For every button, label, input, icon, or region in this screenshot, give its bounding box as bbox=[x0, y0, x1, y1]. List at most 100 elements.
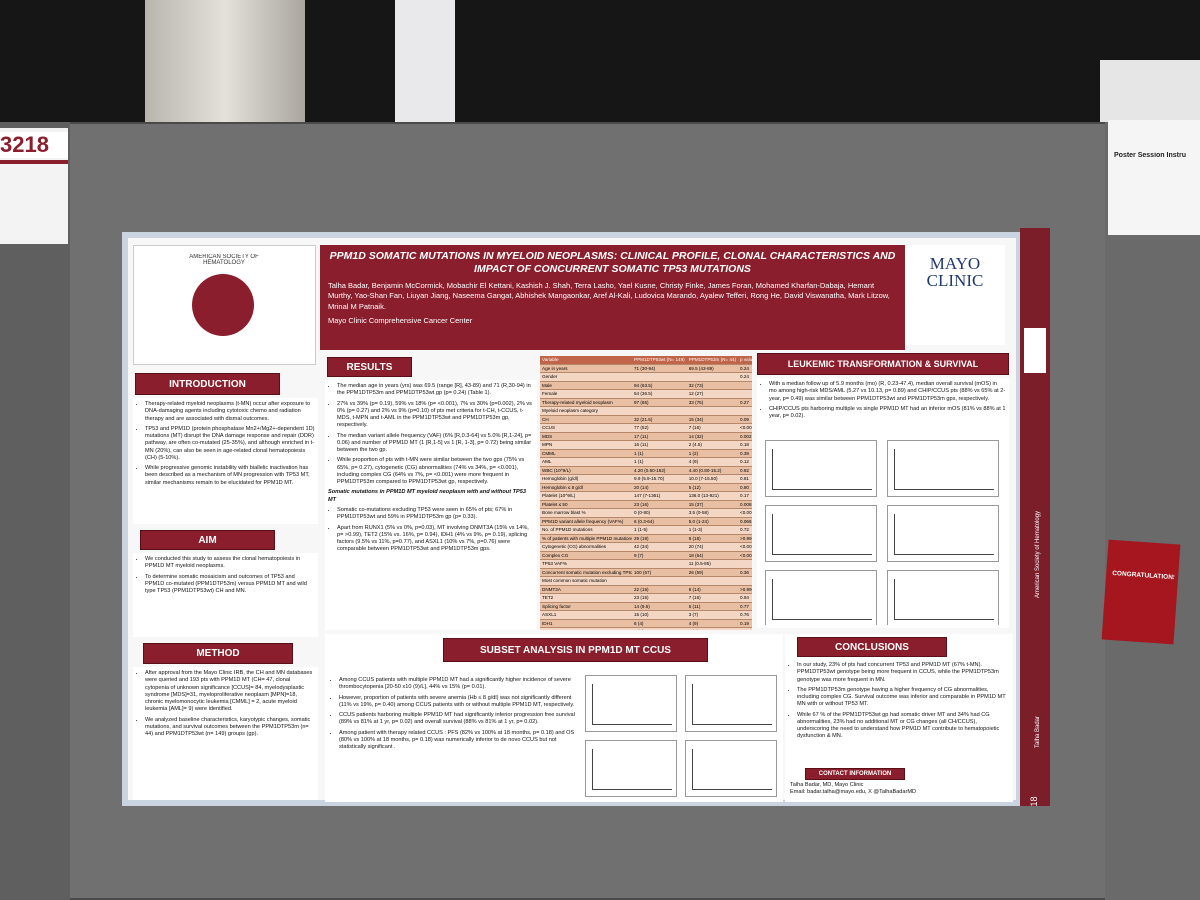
cell: 147 (7-1361) bbox=[632, 491, 687, 501]
title-banner: PPM1D SOMATIC MUTATIONS IN MYELOID NEOPL… bbox=[320, 245, 905, 350]
cell: 23 (16) bbox=[632, 500, 687, 509]
cell: 97 (65) bbox=[632, 398, 687, 407]
cell: Therapy-related myeloid neoplasm bbox=[540, 398, 632, 407]
cell: 0.39 bbox=[738, 449, 752, 458]
section-body: We conducted this study to assess the cl… bbox=[133, 553, 318, 637]
table-row: TET2 23 (15) 7 (16) 0.94 bbox=[540, 593, 752, 603]
society: American Society of Hematology bbox=[1035, 510, 1041, 598]
cell bbox=[632, 576, 687, 586]
cell: 0.80 bbox=[738, 483, 752, 492]
cell: 18 (64) bbox=[686, 551, 739, 560]
cell: 0.24 bbox=[738, 364, 752, 373]
cell: 23 (15) bbox=[632, 593, 687, 603]
cell: Cytogenetic (CG) abnormalities bbox=[540, 542, 632, 552]
cell: 9 (7) bbox=[632, 551, 687, 560]
section-heading: METHOD bbox=[143, 643, 293, 664]
cell: Age in years bbox=[540, 364, 632, 373]
cell: 0.92 bbox=[738, 466, 752, 475]
cell: 0.72 bbox=[738, 525, 752, 535]
cell: 6 (14) bbox=[686, 585, 739, 594]
cell bbox=[738, 389, 752, 399]
cell: AML bbox=[540, 457, 632, 467]
cell: Gender bbox=[540, 372, 632, 382]
bullet-list: The median age in years (yrs) was 69.5 (… bbox=[328, 383, 534, 486]
cell: CH bbox=[540, 415, 632, 424]
cell: 0.76 bbox=[738, 610, 752, 620]
bullet: The median variant allele frequency (VAF… bbox=[337, 433, 534, 455]
table-row: MDS 17 (11) 14 (32) 0.002 bbox=[540, 432, 752, 441]
table-row: Age in years 71 (30-94) 69.5 (43-89) 0.24 bbox=[540, 364, 752, 373]
cell: 4 (9) bbox=[686, 457, 739, 467]
cell: 1 (1) bbox=[632, 449, 687, 458]
table-row: Cytogenetic (CG) abnormalities 42 (34) 20 … bbox=[540, 542, 752, 552]
section-body: In our study, 23% of pts had concurrent … bbox=[785, 659, 1013, 765]
cell: IDH1 bbox=[540, 619, 632, 628]
cell: 0.27 bbox=[738, 398, 752, 407]
ash-logo: AMERICAN SOCIETY OF HEMATOLOGY bbox=[133, 245, 316, 365]
bullet: Apart from RUNX1 (5% vs 0%, p=0.03), MT … bbox=[337, 525, 534, 554]
cell: 1 (1) bbox=[632, 457, 687, 467]
km-plot bbox=[765, 505, 877, 562]
title: PPM1D SOMATIC MUTATIONS IN MYELOID NEOPL… bbox=[329, 250, 896, 276]
section-heading: CONCLUSIONS bbox=[797, 637, 947, 657]
bullet: TP53 and PPM1D (protein phosphatase Mn2+… bbox=[145, 426, 315, 462]
cell bbox=[738, 576, 752, 586]
cell: Complex CG bbox=[540, 551, 632, 560]
cell: 94 (63.5) bbox=[632, 381, 687, 390]
table-row: CH 32 (21.5) 15 (34) 0.09 bbox=[540, 415, 752, 424]
km-plot bbox=[765, 440, 877, 497]
bullet: Among patient with therapy related CCUS … bbox=[339, 730, 579, 752]
bullet-list: With a median follow up of 5.9 months (m… bbox=[760, 381, 1006, 420]
section-body: The median age in years (yrs) was 69.5 (… bbox=[325, 380, 537, 630]
bullet: 27% vs 39% (p= 0.19), 59% vs 18% (p= <0.… bbox=[337, 401, 534, 430]
list: With a median follow up of 5.9 months (m… bbox=[760, 381, 1006, 420]
cell: <0.001 bbox=[738, 551, 752, 560]
km-plot bbox=[887, 505, 999, 562]
cell: 5 (11) bbox=[686, 602, 739, 611]
cell: 17 (11) bbox=[632, 432, 687, 441]
cell: Female bbox=[540, 389, 632, 399]
cell: 0.33 bbox=[738, 627, 752, 630]
header-cell: PPM1DTP53wt (N= 149) bbox=[632, 356, 687, 365]
cell: Platelet ≤ 50 bbox=[540, 500, 632, 509]
cell: <0.001 bbox=[738, 542, 752, 552]
table-row: PPM1D variant allele frequency (VAF%) 6 (… bbox=[540, 517, 752, 526]
km-plot bbox=[765, 570, 877, 625]
qr bbox=[1024, 328, 1046, 373]
wall bbox=[1100, 60, 1200, 125]
bullet: In our study, 23% of pts had concurrent … bbox=[797, 662, 1010, 684]
cell: 26 (59) bbox=[686, 568, 739, 577]
bullet: The median age in years (yrs) was 69.5 (… bbox=[337, 383, 534, 398]
cell: 32 (73) bbox=[686, 381, 739, 390]
cell: Male bbox=[540, 381, 632, 390]
cell: 1 (1-5) bbox=[632, 525, 687, 535]
bullet: CHIP/CCUS pts harboring multiple vs sing… bbox=[769, 406, 1006, 421]
bullet: We analyzed baseline characteristics, ka… bbox=[145, 717, 315, 739]
cell: 7 (16) bbox=[686, 423, 739, 433]
bullet: The PPM1DTP53m genotype having a higher … bbox=[797, 687, 1010, 709]
bullet-list: After approval from the Mayo Clinic IRB,… bbox=[136, 670, 315, 738]
cell bbox=[738, 559, 752, 569]
cell: 77 (52) bbox=[632, 423, 687, 433]
cell bbox=[686, 406, 739, 416]
table-row: WBC (10^9/L) 4.20 (0.60-162) 4.40 (0.80-15… bbox=[540, 466, 752, 475]
cell: 0.002 bbox=[738, 432, 752, 441]
card-title: Poster Session Instru bbox=[1114, 152, 1186, 159]
cell: 0.09 bbox=[738, 415, 752, 424]
cell: % of patients with multiple PPM1D mutati… bbox=[540, 534, 632, 543]
cell bbox=[632, 372, 687, 382]
bullet: While progressive genomic instability wi… bbox=[145, 465, 315, 487]
bullet-list: Somatic co-mutations excluding TP53 were… bbox=[328, 507, 534, 554]
header-cell: p value bbox=[738, 356, 752, 365]
cell: Platelet (10^9/L) bbox=[540, 491, 632, 501]
cell bbox=[738, 406, 752, 416]
table-row: TP53 VAF% 11 (0.5-85) bbox=[540, 559, 752, 569]
table-row: Platelet ≤ 50 23 (16) 15 (37) 0.008 bbox=[540, 500, 752, 509]
cell: 0.77 bbox=[738, 602, 752, 611]
cell: 1 (2) bbox=[686, 449, 739, 458]
km-plot bbox=[585, 675, 677, 732]
cell: 0.12 bbox=[738, 457, 752, 467]
cell bbox=[738, 381, 752, 390]
cell: CMML bbox=[540, 449, 632, 458]
bullet: Among CCUS patients with multiple PPM1D … bbox=[339, 677, 579, 692]
